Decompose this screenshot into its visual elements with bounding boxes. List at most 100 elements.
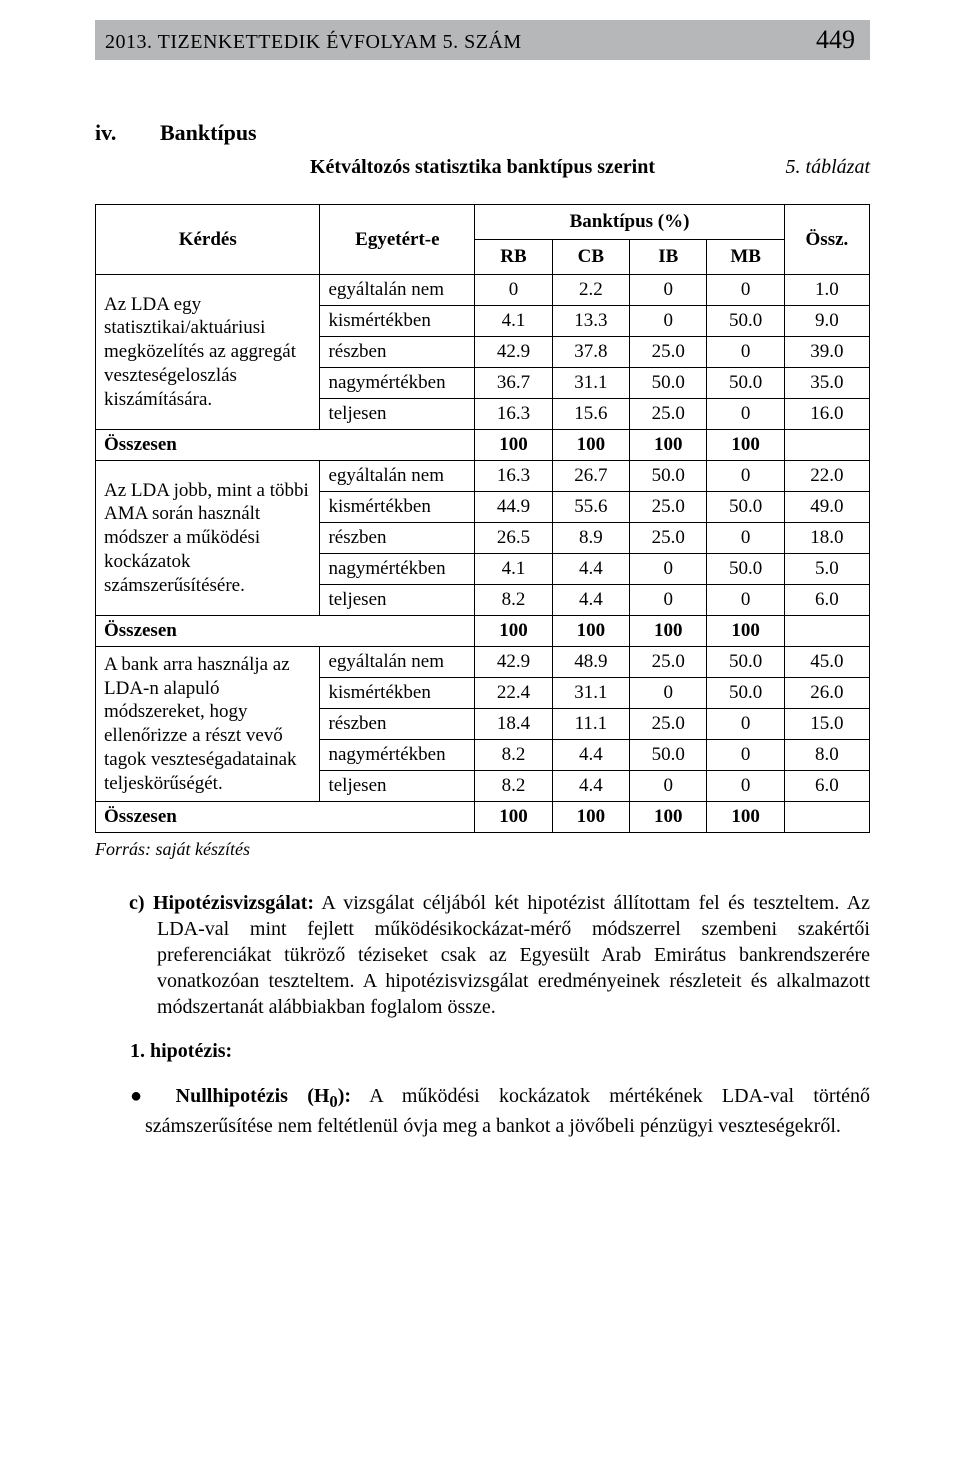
- value-cell: 36.7: [475, 368, 552, 399]
- th-ib: IB: [630, 240, 707, 275]
- answer-label-cell: nagymértékben: [320, 554, 475, 585]
- value-cell: 16.3: [475, 461, 552, 492]
- value-cell: 8.9: [552, 523, 629, 554]
- value-cell: 44.9: [475, 492, 552, 523]
- section-title: Banktípus: [160, 120, 257, 146]
- total-value-cell: 100: [707, 802, 784, 833]
- value-cell: 0: [630, 275, 707, 306]
- total-value-cell: 100: [552, 802, 629, 833]
- value-cell: 0: [707, 585, 784, 616]
- hyp-bold-1: Nullhipotézis (H: [176, 1085, 330, 1107]
- table-body: Az LDA egy statisztikai/aktuáriusi megkö…: [96, 275, 870, 833]
- answer-label-cell: teljesen: [320, 399, 475, 430]
- value-cell: 16.3: [475, 399, 552, 430]
- value-cell: 50.0: [630, 368, 707, 399]
- answer-label-cell: egyáltalán nem: [320, 647, 475, 678]
- value-cell: 8.0: [784, 740, 869, 771]
- table-row: A bank arra használja az LDA-n alapuló m…: [96, 647, 870, 678]
- stats-table: Kérdés Egyetért-e Banktípus (%) Össz. RB…: [95, 204, 870, 833]
- value-cell: 6.0: [784, 585, 869, 616]
- table-number: 5. táblázat: [786, 156, 870, 179]
- value-cell: 5.0: [784, 554, 869, 585]
- value-cell: 9.0: [784, 306, 869, 337]
- answer-label-cell: nagymértékben: [320, 740, 475, 771]
- value-cell: 55.6: [552, 492, 629, 523]
- value-cell: 0: [630, 678, 707, 709]
- value-cell: 37.8: [552, 337, 629, 368]
- value-cell: 11.1: [552, 709, 629, 740]
- value-cell: 25.0: [630, 523, 707, 554]
- hypothesis-heading: 1. hipotézis:: [95, 1040, 870, 1063]
- value-cell: 39.0: [784, 337, 869, 368]
- total-value-cell: 100: [707, 616, 784, 647]
- question-cell: A bank arra használja az LDA-n alapuló m…: [96, 647, 320, 802]
- value-cell: 0: [707, 709, 784, 740]
- value-cell: 4.4: [552, 554, 629, 585]
- total-value-cell: 100: [707, 430, 784, 461]
- value-cell: 26.7: [552, 461, 629, 492]
- total-value-cell: 100: [475, 430, 552, 461]
- total-value-cell: 100: [630, 802, 707, 833]
- value-cell: 2.2: [552, 275, 629, 306]
- question-cell: Az LDA jobb, mint a többi AMA során hasz…: [96, 461, 320, 616]
- value-cell: 49.0: [784, 492, 869, 523]
- total-ossz-cell: [784, 616, 869, 647]
- th-banktipus: Banktípus (%): [475, 205, 785, 240]
- value-cell: 0: [707, 740, 784, 771]
- value-cell: 8.2: [475, 585, 552, 616]
- value-cell: 50.0: [707, 306, 784, 337]
- value-cell: 6.0: [784, 771, 869, 802]
- value-cell: 4.1: [475, 306, 552, 337]
- value-cell: 26.5: [475, 523, 552, 554]
- value-cell: 22.0: [784, 461, 869, 492]
- para-c-bold: Hipotézisvizsgálat:: [153, 892, 314, 914]
- value-cell: 48.9: [552, 647, 629, 678]
- th-kerdes: Kérdés: [96, 205, 320, 275]
- value-cell: 8.2: [475, 740, 552, 771]
- value-cell: 50.0: [630, 461, 707, 492]
- value-cell: 50.0: [630, 740, 707, 771]
- value-cell: 50.0: [707, 368, 784, 399]
- answer-label-cell: részben: [320, 709, 475, 740]
- answer-label-cell: nagymértékben: [320, 368, 475, 399]
- value-cell: 15.6: [552, 399, 629, 430]
- answer-label-cell: egyáltalán nem: [320, 461, 475, 492]
- th-mb: MB: [707, 240, 784, 275]
- value-cell: 25.0: [630, 337, 707, 368]
- answer-label-cell: kismértékben: [320, 306, 475, 337]
- hyp-sub: 0: [329, 1092, 337, 1111]
- value-cell: 15.0: [784, 709, 869, 740]
- value-cell: 18.4: [475, 709, 552, 740]
- value-cell: 4.4: [552, 771, 629, 802]
- total-value-cell: 100: [475, 802, 552, 833]
- para-c-letter: c): [129, 892, 145, 914]
- total-row: Összesen100100100100: [96, 802, 870, 833]
- value-cell: 13.3: [552, 306, 629, 337]
- page: 2013. TIZENKETTEDIK ÉVFOLYAM 5. SZÁM 449…: [0, 0, 960, 1209]
- table-caption-row: Kétváltozós statisztika banktípus szerin…: [95, 156, 870, 184]
- th-egyetert: Egyetért-e: [320, 205, 475, 275]
- value-cell: 31.1: [552, 368, 629, 399]
- table-source: Forrás: saját készítés: [95, 839, 870, 860]
- value-cell: 0: [707, 399, 784, 430]
- running-header: 2013. TIZENKETTEDIK ÉVFOLYAM 5. SZÁM 449: [95, 20, 870, 60]
- answer-label-cell: egyáltalán nem: [320, 275, 475, 306]
- total-ossz-cell: [784, 802, 869, 833]
- value-cell: 18.0: [784, 523, 869, 554]
- total-value-cell: 100: [552, 430, 629, 461]
- value-cell: 25.0: [630, 492, 707, 523]
- value-cell: 26.0: [784, 678, 869, 709]
- section-number: iv.: [95, 120, 160, 146]
- value-cell: 50.0: [707, 678, 784, 709]
- value-cell: 4.4: [552, 585, 629, 616]
- value-cell: 25.0: [630, 709, 707, 740]
- value-cell: 42.9: [475, 337, 552, 368]
- table-row: Az LDA jobb, mint a többi AMA során hasz…: [96, 461, 870, 492]
- value-cell: 8.2: [475, 771, 552, 802]
- total-ossz-cell: [784, 430, 869, 461]
- answer-label-cell: részben: [320, 523, 475, 554]
- hypothesis-body: ● Nullhipotézis (H0): A működési kockáza…: [95, 1083, 870, 1139]
- value-cell: 0: [630, 771, 707, 802]
- value-cell: 1.0: [784, 275, 869, 306]
- value-cell: 0: [630, 306, 707, 337]
